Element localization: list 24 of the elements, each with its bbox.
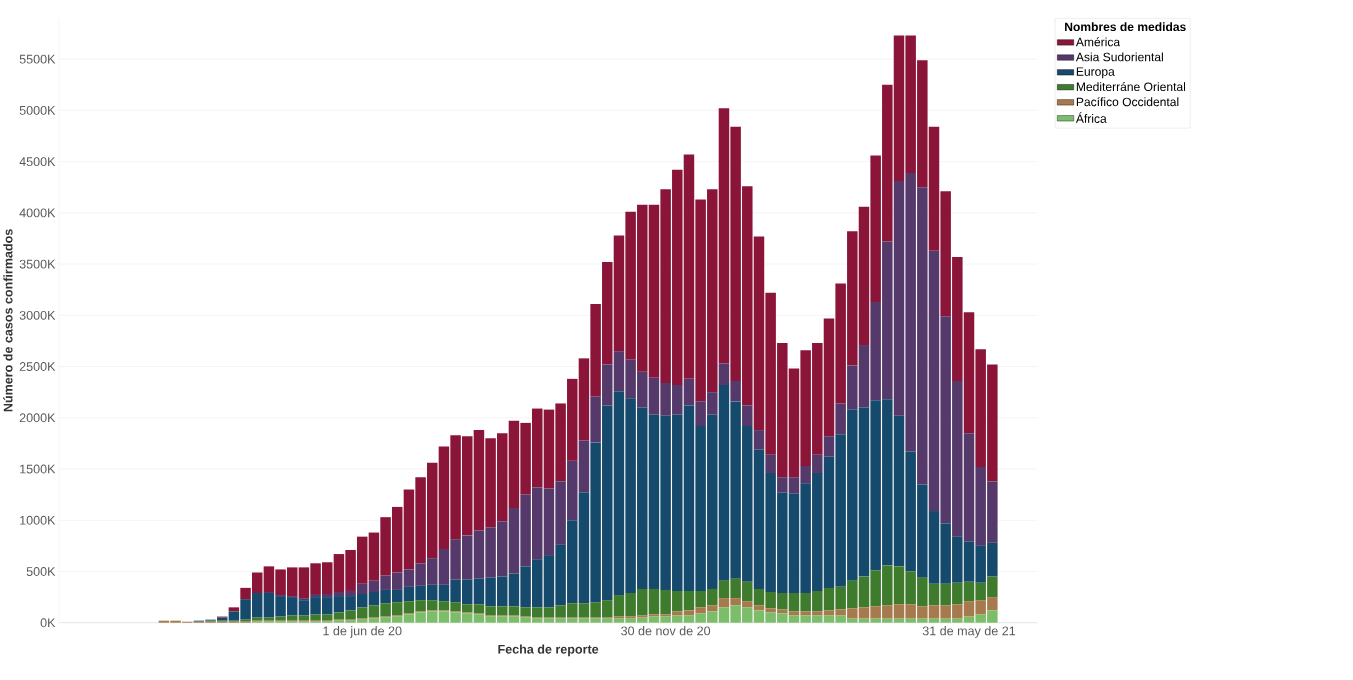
y-axis-title: Número de casos confirmados (3, 229, 13, 412)
y-tick-label: 0K (40, 618, 56, 628)
x-tick-label: 31 de may de 21 (922, 626, 1016, 638)
y-tick-label: 1000K (20, 515, 56, 525)
legend-label: Pacífico Occidental (1076, 97, 1179, 107)
legend-label: Asia Sudoriental (1075, 52, 1163, 62)
y-tick-label: 3000K (19, 310, 56, 320)
y-tick-label: 4500K (19, 157, 56, 167)
y-tick-label: 2000K (19, 413, 56, 423)
y-tick-label: 1500K (20, 464, 56, 474)
y-tick-label: 5000K (19, 105, 56, 115)
legend-label: Mediterráne Oriental (1076, 81, 1186, 91)
y-tick-label: 500K (26, 566, 56, 576)
x-tick-label: 1 de jun de 20 (323, 626, 402, 638)
y-tick-label: 5500K (19, 54, 56, 64)
y-tick-label: 3500K (19, 259, 56, 269)
legend-label: América (1075, 37, 1121, 47)
legend-label: Europa (1076, 67, 1115, 79)
x-axis-title: Fecha de reporte (498, 644, 599, 657)
y-tick-label: 2500K (19, 362, 56, 371)
y-tick-label: 4000K (19, 208, 56, 218)
legend-label: África (1075, 112, 1107, 123)
x-tick-label: 30 de nov de 20 (621, 626, 711, 636)
legend-title: Nombres de medidas (1065, 22, 1186, 32)
